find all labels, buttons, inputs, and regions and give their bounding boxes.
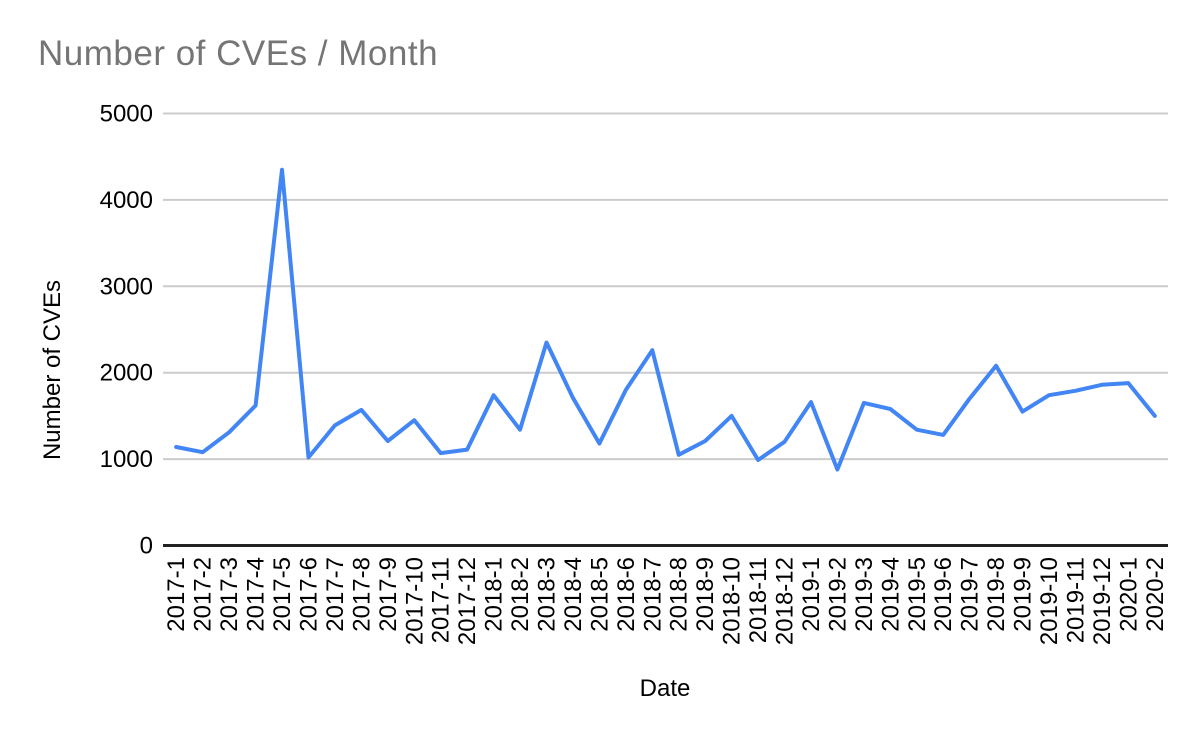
x-tick-label: 2019-9 xyxy=(1010,557,1037,632)
x-tick-label: 2018-6 xyxy=(613,557,640,632)
x-tick-label: 2020-1 xyxy=(1115,557,1142,632)
y-tick-label: 5000 xyxy=(100,101,153,128)
cve-series-line xyxy=(174,167,1157,472)
x-tick-label: 2019-8 xyxy=(983,557,1010,632)
chart-title: Number of CVEs / Month xyxy=(38,34,439,73)
x-tick-label: 2018-4 xyxy=(560,557,587,632)
x-tick-label: 2019-7 xyxy=(957,557,984,632)
x-tick-label: 2018-3 xyxy=(533,557,560,632)
x-tick-label: 2019-5 xyxy=(904,557,931,632)
x-tick-label: 2019-1 xyxy=(798,557,825,632)
y-tick-label: 2000 xyxy=(100,360,153,387)
x-tick-label: 2017-2 xyxy=(190,557,217,632)
x-tick-label: 2018-5 xyxy=(586,557,613,632)
x-tick-label: 2017-11 xyxy=(428,557,455,643)
y-tick-labels-group: 0 1000 2000 3000 4000 5000 xyxy=(100,101,153,560)
x-tick-label: 2018-9 xyxy=(692,557,719,632)
x-tick-labels-group: 2017-1 2017-2 2017-3 2017-4 2017-5 2017-6 2017… xyxy=(163,557,1169,645)
x-tick-label: 2018-1 xyxy=(481,557,508,632)
x-tick-label: 2020-2 xyxy=(1142,557,1169,632)
y-tick-label: 3000 xyxy=(100,273,153,300)
x-tick-label: 2018-11 xyxy=(745,557,772,643)
y-tick-label: 0 xyxy=(140,533,153,560)
x-tick-label: 2017-10 xyxy=(401,557,428,645)
x-tick-label: 2019-6 xyxy=(930,557,957,632)
y-tick-label: 4000 xyxy=(100,187,153,214)
x-axis-title: Date xyxy=(640,675,691,702)
x-tick-label: 2019-11 xyxy=(1062,557,1089,643)
y-tick-label: 1000 xyxy=(100,446,153,473)
x-tick-label: 2018-2 xyxy=(507,557,534,632)
x-tick-label: 2019-2 xyxy=(824,557,851,632)
y-axis-title: Number of CVEs xyxy=(39,280,66,460)
gridlines-group xyxy=(163,112,1168,547)
x-tick-label: 2017-7 xyxy=(322,557,349,632)
x-tick-label: 2017-4 xyxy=(243,557,270,632)
x-tick-label: 2018-10 xyxy=(719,557,746,645)
x-tick-label: 2018-8 xyxy=(666,557,693,632)
x-tick-label: 2018-12 xyxy=(772,557,799,645)
x-tick-label: 2017-3 xyxy=(216,557,243,632)
x-tick-label: 2017-1 xyxy=(163,557,190,632)
x-tick-label: 2017-6 xyxy=(295,557,322,632)
x-tick-label: 2017-12 xyxy=(454,557,481,645)
x-tick-label: 2018-7 xyxy=(639,557,666,632)
x-tick-label: 2019-3 xyxy=(851,557,878,632)
x-tick-label: 2017-9 xyxy=(375,557,402,632)
x-tick-label: 2019-4 xyxy=(877,557,904,632)
x-tick-label: 2019-12 xyxy=(1089,557,1116,645)
x-tick-label: 2017-8 xyxy=(348,557,375,632)
x-tick-label: 2019-10 xyxy=(1036,557,1063,645)
x-tick-label: 2017-5 xyxy=(269,557,296,632)
